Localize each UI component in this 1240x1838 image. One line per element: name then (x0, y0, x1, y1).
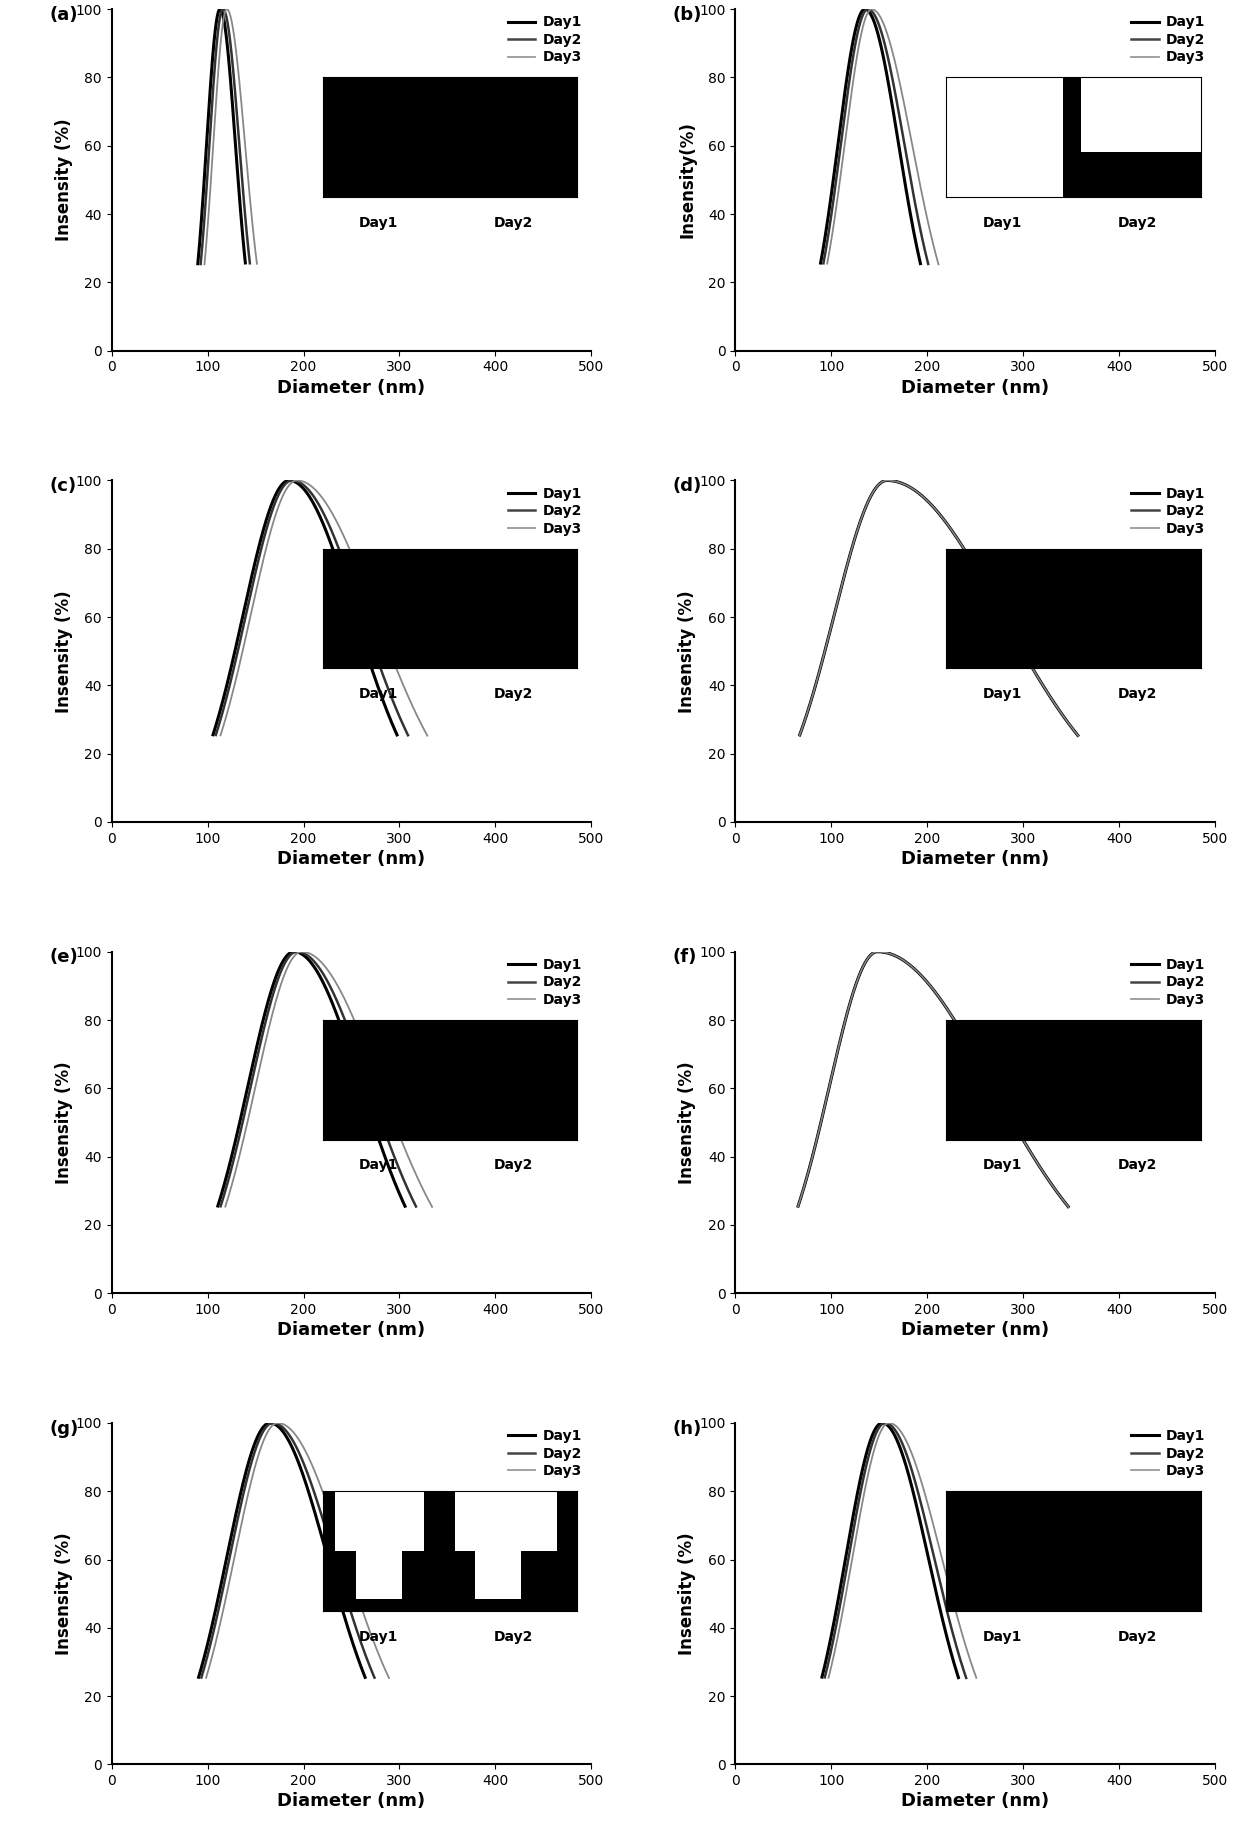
Text: Day2: Day2 (494, 1158, 533, 1173)
Text: (f): (f) (673, 948, 697, 967)
Legend: Day1, Day2, Day3: Day1, Day2, Day3 (505, 956, 584, 1009)
Legend: Day1, Day2, Day3: Day1, Day2, Day3 (1128, 956, 1208, 1009)
X-axis label: Diameter (nm): Diameter (nm) (278, 849, 425, 868)
Text: Day1: Day1 (983, 215, 1022, 230)
Text: Day2: Day2 (1117, 1158, 1157, 1173)
X-axis label: Diameter (nm): Diameter (nm) (901, 1322, 1049, 1340)
Text: Day1: Day1 (360, 1630, 398, 1643)
Text: Day1: Day1 (360, 215, 398, 230)
Y-axis label: Insensity (%): Insensity (%) (678, 1533, 697, 1654)
Legend: Day1, Day2, Day3: Day1, Day2, Day3 (505, 483, 584, 539)
Text: Day2: Day2 (1117, 687, 1157, 700)
Text: (g): (g) (50, 1419, 78, 1437)
Text: (c): (c) (50, 478, 77, 494)
X-axis label: Diameter (nm): Diameter (nm) (278, 379, 425, 397)
Legend: Day1, Day2, Day3: Day1, Day2, Day3 (505, 1426, 584, 1481)
Text: Day1: Day1 (983, 1630, 1022, 1643)
Text: Day1: Day1 (983, 687, 1022, 700)
Text: (a): (a) (50, 6, 78, 24)
Legend: Day1, Day2, Day3: Day1, Day2, Day3 (1128, 13, 1208, 68)
Y-axis label: Insensity (%): Insensity (%) (55, 1061, 73, 1184)
Legend: Day1, Day2, Day3: Day1, Day2, Day3 (505, 13, 584, 68)
Legend: Day1, Day2, Day3: Day1, Day2, Day3 (1128, 483, 1208, 539)
Text: Day2: Day2 (494, 1630, 533, 1643)
Text: Day1: Day1 (983, 1158, 1022, 1173)
Y-axis label: Insensity (%): Insensity (%) (55, 119, 73, 241)
Text: (h): (h) (673, 1419, 702, 1437)
Y-axis label: Insensity (%): Insensity (%) (678, 1061, 697, 1184)
Text: Day2: Day2 (494, 687, 533, 700)
Y-axis label: Insensity (%): Insensity (%) (55, 1533, 73, 1654)
X-axis label: Diameter (nm): Diameter (nm) (901, 379, 1049, 397)
Text: Day2: Day2 (1117, 1630, 1157, 1643)
Text: Day1: Day1 (360, 1158, 398, 1173)
Y-axis label: Insensity(%): Insensity(%) (678, 121, 697, 239)
Y-axis label: Insensity (%): Insensity (%) (55, 590, 73, 713)
X-axis label: Diameter (nm): Diameter (nm) (901, 1792, 1049, 1810)
Text: (b): (b) (673, 6, 702, 24)
X-axis label: Diameter (nm): Diameter (nm) (901, 849, 1049, 868)
Text: (e): (e) (50, 948, 78, 967)
Text: Day1: Day1 (360, 687, 398, 700)
Legend: Day1, Day2, Day3: Day1, Day2, Day3 (1128, 1426, 1208, 1481)
Text: (d): (d) (673, 478, 702, 494)
X-axis label: Diameter (nm): Diameter (nm) (278, 1322, 425, 1340)
Text: Day2: Day2 (494, 215, 533, 230)
Text: Day2: Day2 (1117, 215, 1157, 230)
Y-axis label: Insensity (%): Insensity (%) (678, 590, 697, 713)
X-axis label: Diameter (nm): Diameter (nm) (278, 1792, 425, 1810)
